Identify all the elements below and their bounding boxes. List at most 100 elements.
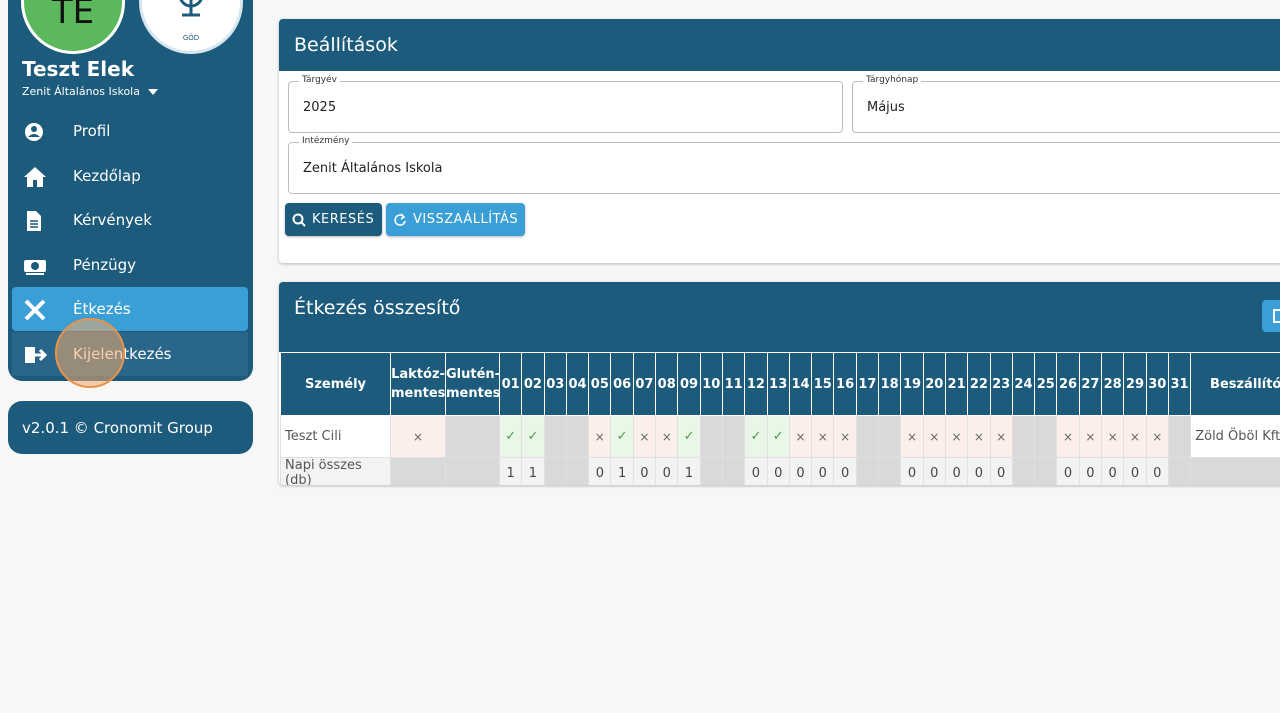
menu-item[interactable]: Kijelentkezés — [12, 332, 248, 376]
day-cell[interactable]: ✓ — [498, 415, 523, 458]
day-cell[interactable]: × — [922, 415, 946, 458]
dropdown-caret[interactable] — [147, 88, 159, 96]
day-cell[interactable]: × — [632, 415, 657, 458]
day-total: 0 — [788, 457, 813, 485]
day-total: 0 — [900, 457, 924, 485]
day-header: 20 — [922, 352, 946, 416]
day-total — [543, 457, 567, 485]
day-cell[interactable]: × — [588, 415, 612, 458]
month-field[interactable]: Tárgyhónap Május — [852, 75, 1280, 133]
icon — [292, 213, 306, 227]
day-cell[interactable]: × — [1145, 415, 1169, 458]
field-value[interactable]: Zenit Általános Iskola — [303, 161, 443, 176]
day-total: 0 — [811, 457, 835, 485]
day-cell[interactable] — [543, 415, 567, 458]
day-total: 0 — [632, 457, 657, 485]
day-header: 01 — [498, 352, 523, 416]
person-cell: Teszt Cili — [280, 415, 391, 458]
year-field[interactable]: Tárgyév 2025 — [288, 75, 843, 133]
day-header: 02 — [521, 352, 545, 416]
day-cell[interactable]: × — [788, 415, 813, 458]
day-cell[interactable]: ✓ — [744, 415, 768, 458]
day-cell[interactable] — [878, 415, 902, 458]
day-cell[interactable]: ✓ — [521, 415, 545, 458]
day-total: 0 — [744, 457, 768, 485]
icon — [25, 347, 47, 363]
day-cell[interactable]: ✓ — [610, 415, 634, 458]
day-cell[interactable]: × — [655, 415, 679, 458]
day-cell[interactable]: × — [1101, 415, 1125, 458]
day-cell[interactable] — [1167, 415, 1192, 458]
day-cell[interactable]: ✓ — [766, 415, 790, 458]
day-header: 17 — [855, 352, 880, 416]
button-label[interactable]: VISSZAÁLLÍTÁS — [413, 212, 519, 227]
day-cell[interactable] — [699, 415, 723, 458]
day-cell[interactable] — [855, 415, 880, 458]
logo-text: GÖD — [182, 34, 200, 42]
print-button[interactable] — [1262, 300, 1280, 332]
totals-label: Napi összes (db) — [280, 457, 391, 485]
day-total: 0 — [833, 457, 857, 485]
day-cell[interactable] — [565, 415, 590, 458]
search-button[interactable]: KERESÉS — [285, 203, 382, 236]
day-header: 30 — [1145, 352, 1169, 416]
menu-item[interactable]: Étkezés — [12, 287, 248, 331]
icon — [27, 211, 41, 231]
menu-item[interactable]: Kérvények — [12, 198, 248, 242]
day-header: 06 — [610, 352, 634, 416]
day-header: 07 — [632, 352, 657, 416]
day-total — [721, 457, 746, 485]
day-total: 0 — [1078, 457, 1103, 485]
school-name[interactable]: Zenit Általános Iskola — [22, 85, 140, 98]
avatar: TE — [21, 0, 125, 54]
field-value[interactable]: 2025 — [303, 100, 337, 115]
day-header: 21 — [944, 352, 969, 416]
day-cell[interactable]: × — [900, 415, 924, 458]
menu-label[interactable]: Kérvények — [73, 211, 152, 229]
day-header: 03 — [543, 352, 567, 416]
logo-tree — [179, 0, 203, 17]
icon — [24, 167, 46, 187]
day-cell[interactable]: × — [944, 415, 969, 458]
day-cell[interactable]: × — [811, 415, 835, 458]
menu-label[interactable]: Étkezés — [73, 300, 131, 318]
card-header: Beállítások — [279, 19, 1280, 71]
institution-field[interactable]: Intézmény Zenit Általános Iskola — [288, 136, 1280, 194]
day-header: 11 — [721, 352, 746, 416]
day-cell[interactable]: ✓ — [677, 415, 701, 458]
day-total: 0 — [588, 457, 612, 485]
day-cell[interactable] — [1034, 415, 1058, 458]
reset-button[interactable]: VISSZAÁLLÍTÁS — [386, 203, 525, 236]
summary-card: Étkezés összesítő Személy Laktóz-mentes Gl… — [279, 282, 1280, 485]
day-cell[interactable]: × — [967, 415, 991, 458]
menu-item[interactable]: Profil — [12, 109, 248, 153]
button-label[interactable]: KERESÉS — [312, 212, 375, 227]
day-cell[interactable] — [1011, 415, 1036, 458]
menu-item[interactable]: Kezdőlap — [12, 154, 248, 198]
menu-label[interactable]: Pénzügy — [73, 256, 137, 274]
field-value[interactable]: Május — [867, 100, 905, 115]
card-title: Beállítások — [294, 34, 398, 56]
day-total: 0 — [1101, 457, 1125, 485]
day-cell[interactable]: × — [1056, 415, 1080, 458]
version-text: v2.0.1 © Cronomit Group — [22, 419, 213, 437]
day-cell[interactable]: × — [833, 415, 857, 458]
day-cell[interactable]: × — [1123, 415, 1147, 458]
day-total: 0 — [1056, 457, 1080, 485]
day-cell[interactable] — [721, 415, 746, 458]
day-total — [565, 457, 590, 485]
diet-total — [390, 457, 446, 485]
day-total: 1 — [677, 457, 701, 485]
day-total: 0 — [944, 457, 969, 485]
menu-label[interactable]: Kezdőlap — [73, 167, 141, 185]
menu-label[interactable]: Profil — [73, 122, 111, 140]
day-total — [878, 457, 902, 485]
day-cell[interactable]: × — [989, 415, 1013, 458]
field-label: Intézmény — [299, 136, 353, 146]
day-cell[interactable]: × — [1078, 415, 1103, 458]
day-header: 08 — [655, 352, 679, 416]
menu-item[interactable]: Pénzügy — [12, 243, 248, 287]
click-highlight — [55, 318, 125, 388]
